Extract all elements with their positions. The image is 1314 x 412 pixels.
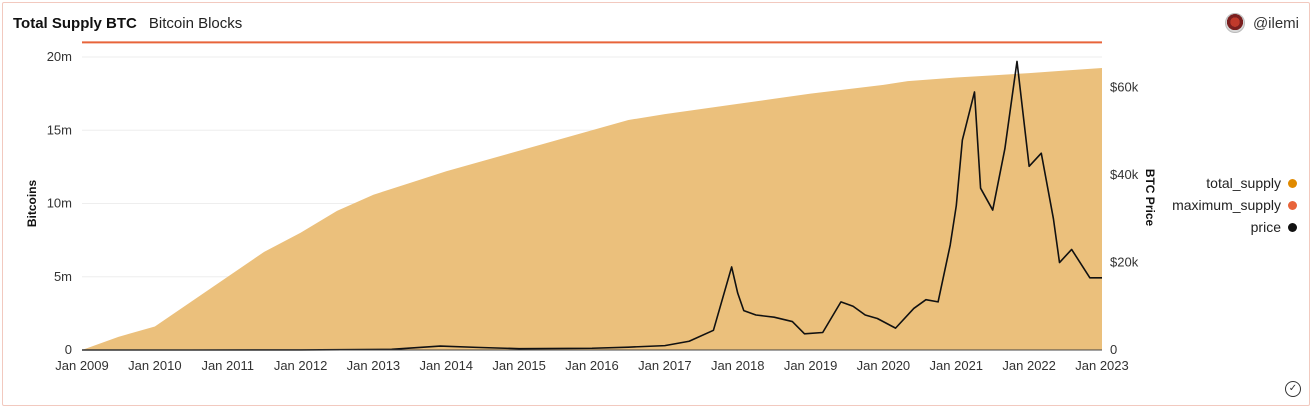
legend-dot (1288, 222, 1297, 232)
x-tick-label: Jan 2013 (347, 358, 401, 373)
check-circle-icon[interactable]: ✓ (1285, 381, 1301, 397)
title-row: Total Supply BTC Bitcoin Blocks (13, 15, 242, 32)
x-tick-label: Jan 2015 (492, 358, 546, 373)
x-tick-label: Jan 2017 (638, 358, 692, 373)
x-tick-label: Jan 2012 (274, 358, 328, 373)
x-tick-label: Jan 2016 (565, 358, 619, 373)
x-tick-label: Jan 2021 (930, 358, 984, 373)
y-tick-label: 15m (47, 122, 72, 137)
y-axis-title: Bitcoins (25, 180, 39, 228)
x-tick-label: Jan 2019 (784, 358, 838, 373)
legend-dot (1288, 178, 1297, 188)
legend-label: maximum_supply (1172, 197, 1281, 213)
y2-tick-label: $20k (1110, 255, 1139, 270)
legend: total_supply maximum_supply price (1172, 175, 1297, 235)
series-price-line (82, 60, 1102, 351)
legend-item-price[interactable]: price (1251, 219, 1297, 235)
series-total-supply-area (82, 67, 1102, 351)
y-tick-label: 20m (47, 49, 72, 64)
x-tick-label: Jan 2022 (1002, 358, 1056, 373)
x-tick-label: Jan 2010 (128, 358, 182, 373)
legend-item-maximum-supply[interactable]: maximum_supply (1172, 197, 1297, 213)
x-tick-label: Jan 2014 (420, 358, 474, 373)
x-tick-label: Jan 2018 (711, 358, 765, 373)
y-tick-label: 0 (65, 342, 72, 357)
chart-title: Total Supply BTC (13, 15, 137, 32)
chart-subtitle[interactable]: Bitcoin Blocks (148, 15, 243, 32)
user-avatar (1224, 13, 1245, 33)
author-name: @ilemi (1252, 14, 1299, 32)
legend-item-total-supply[interactable]: total_supply (1206, 175, 1297, 191)
legend-label: price (1250, 219, 1281, 235)
y2-tick-label: $40k (1110, 167, 1139, 182)
y2-axis-title: BTC Price (1143, 169, 1157, 227)
x-tick-label: Jan 2011 (201, 358, 254, 373)
x-tick-label: Jan 2009 (55, 358, 109, 373)
y-tick-label: 5m (54, 269, 72, 284)
author-link[interactable]: @ilemi (1224, 13, 1299, 33)
x-tick-label: Jan 2023 (1075, 358, 1129, 373)
legend-label: total_supply (1206, 175, 1281, 191)
y2-tick-label: $60k (1110, 80, 1139, 95)
x-tick-label: Jan 2020 (857, 358, 911, 373)
y-tick-label: 10m (47, 196, 72, 211)
legend-dot (1288, 200, 1297, 210)
y2-tick-label: 0 (1110, 342, 1117, 357)
